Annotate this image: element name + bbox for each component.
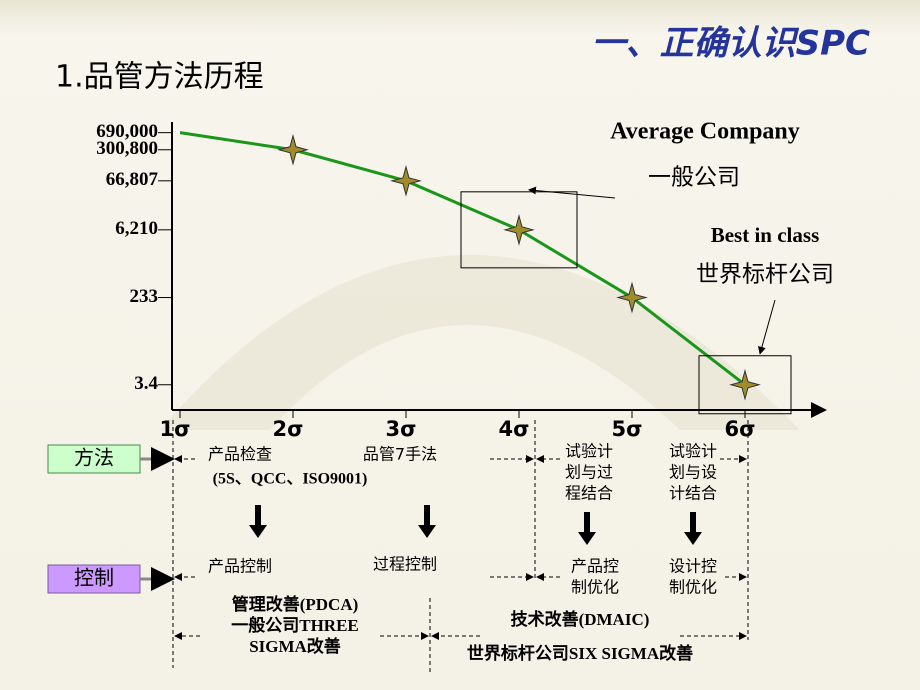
highlight-box — [460, 191, 578, 269]
improvement-text: 世界标杆公司SIX SIGMA改善 — [467, 643, 693, 663]
y-tick-label: 3.4 — [134, 373, 158, 394]
control-text: 产品控制 — [208, 557, 272, 576]
down-arrow — [249, 505, 267, 538]
down-arrow — [578, 512, 596, 545]
annotation-arrow — [528, 186, 616, 199]
control-text: 制优化 — [571, 578, 619, 597]
x-tick-label: 1σ — [160, 417, 191, 441]
marker — [503, 213, 535, 246]
method-text: 划与设 — [669, 463, 717, 482]
control-text: 产品控 — [571, 557, 619, 576]
improvement-text: 技术改善(DMAIC) — [511, 609, 650, 629]
down-arrows — [249, 505, 702, 545]
x-tick-label: 6σ — [725, 417, 756, 441]
improvement-text: 管理改善(PDCA) — [232, 594, 359, 614]
method-text: 程结合 — [565, 484, 613, 503]
control-text: 制优化 — [669, 578, 717, 597]
y-tick-label: 66,807 — [106, 169, 159, 190]
highlight-box — [698, 355, 792, 415]
annotation-note: 世界标杆公司 — [696, 262, 834, 288]
section-heading: 1.品管方法历程 — [55, 60, 264, 95]
x-tick-label: 2σ — [273, 417, 304, 441]
control-label: 控制 — [74, 566, 114, 590]
control-text: 过程控制 — [373, 555, 437, 574]
x-tick-label: 3σ — [386, 417, 417, 441]
method-label: 方法 — [74, 446, 114, 470]
annotation-arrow — [758, 299, 776, 355]
marker — [390, 164, 422, 197]
x-tick-label: 5σ — [612, 417, 643, 441]
control-box — [47, 564, 141, 594]
y-tick-label: 300,800 — [96, 138, 158, 159]
method-text: 品管7手法 — [363, 445, 437, 464]
method-text: 划与过 — [565, 463, 613, 482]
y-tick-label: 6,210 — [115, 218, 158, 239]
annotation-note: 一般公司 — [648, 165, 740, 191]
method-box — [47, 444, 141, 474]
fan-decoration — [160, 255, 800, 430]
marker — [616, 281, 648, 314]
improvement-text: 一般公司THREE — [231, 615, 359, 635]
improvement-text: SIGMA改善 — [249, 636, 341, 656]
dividers — [172, 420, 749, 672]
marker — [729, 368, 761, 401]
y-tick-label: 233 — [130, 286, 159, 307]
y-tick-label: 690,000 — [96, 121, 158, 142]
annotation-label: Best in class — [711, 223, 820, 247]
method-text: 产品检查 — [208, 445, 272, 464]
control-text: 设计控 — [669, 557, 717, 576]
down-arrow — [684, 512, 702, 545]
method-text: 试验计 — [669, 442, 717, 461]
line — [179, 131, 746, 386]
method-text: 计结合 — [669, 484, 717, 503]
method-text: (5S、QCC、ISO9001) — [213, 471, 368, 488]
slide-title: 一、正确认识SPC — [592, 24, 870, 64]
diagram: 方法 控制 产品检查 (5S、QCC、ISO9001) 品管7手法 试验计 — [47, 420, 749, 672]
method-text: 试验计 — [565, 442, 613, 461]
annotation-label: Average Company — [610, 119, 800, 145]
down-arrow — [418, 505, 436, 538]
marker — [277, 133, 309, 166]
x-tick-label: 4σ — [499, 417, 530, 441]
